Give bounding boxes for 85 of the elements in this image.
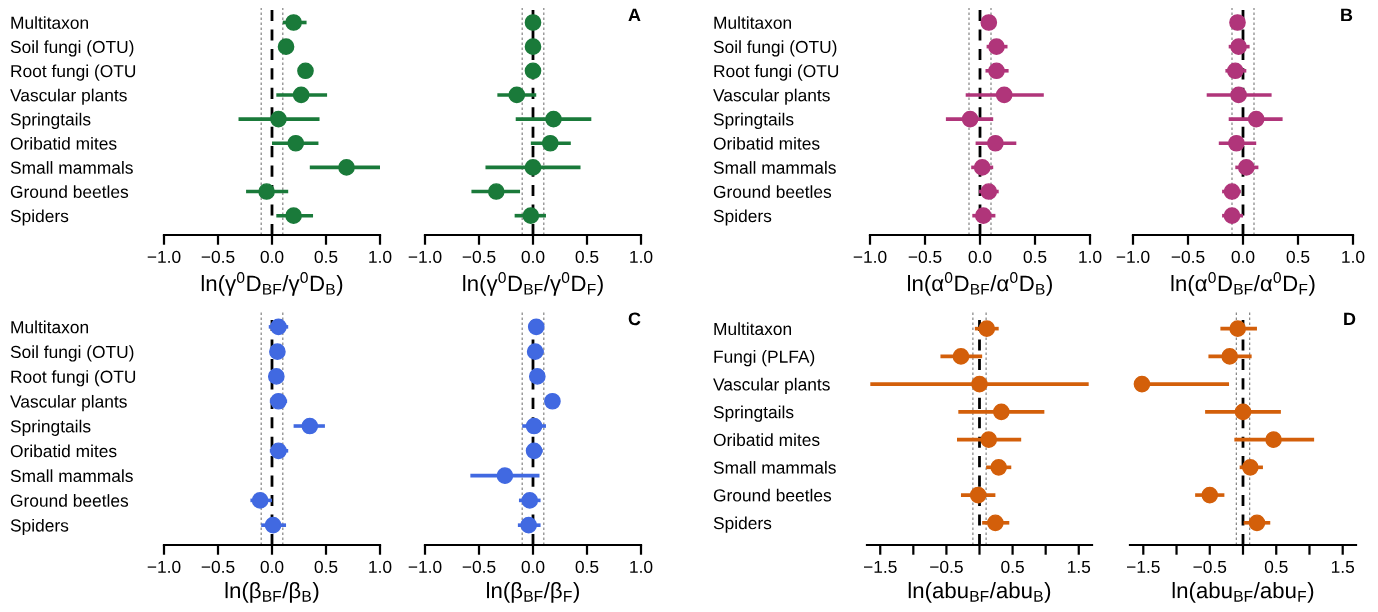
y-tick-label: Springtails — [10, 419, 91, 436]
x-tick-label: −0.5 — [462, 250, 496, 264]
x-tick-label: 0.5 — [1023, 250, 1047, 264]
y-tick-label: Oribatid mites — [713, 136, 820, 150]
y-tick-label: Spiders — [10, 518, 69, 536]
x-tick-label: −0.5 — [201, 250, 235, 264]
x-tick-label: 0.0 — [968, 250, 992, 264]
x-tick-label: −0.5 — [1193, 560, 1227, 574]
x-tick-label: 0.0 — [521, 250, 545, 264]
x-tick-label: 0.5 — [314, 560, 338, 574]
x-tick-label: 1.0 — [1342, 250, 1365, 264]
y-tick-label: Springtails — [10, 112, 91, 129]
y-tick-label: Ground beetles — [10, 185, 129, 198]
text: ln(γ$^{0}$D$_{BF}$/γ$^{0}$D$_{B}$) — [201, 272, 343, 296]
annotation: D — [1344, 312, 1356, 326]
annotation: A — [628, 8, 641, 22]
x-tick-label: −0.5 — [908, 250, 942, 264]
x-tick-label: −1.5 — [863, 560, 897, 574]
x-tick-label: 1.0 — [369, 560, 392, 574]
x-tick-label: 1.5 — [1331, 560, 1355, 574]
x-tick-label: −0.5 — [930, 560, 963, 574]
x-tick-label: 1.0 — [369, 250, 392, 264]
text: ln(γ$^{0}$D$_{BF}$/γ$^{0}$D$_{F}$) — [463, 272, 603, 296]
y-tick-label: Vascular plants — [10, 88, 127, 105]
x-tick-label: −0.5 — [201, 560, 235, 574]
x-tick-label: 0.0 — [260, 560, 284, 574]
y-tick-label: Soil fungi (OTU) — [10, 345, 134, 362]
x-tick-label: −0.5 — [462, 560, 496, 574]
x-tick-label: 0.0 — [1231, 250, 1255, 264]
y-tick-label: Root fungi (OTU — [11, 370, 136, 387]
x-tick-label: 0.5 — [575, 560, 599, 574]
y-tick-label: Springtails — [713, 405, 794, 422]
x-tick-label: 1.0 — [630, 560, 653, 574]
x-tick-label: −1.0 — [147, 250, 181, 264]
y-tick-label: Fungi (PLFA) — [714, 350, 815, 367]
y-tick-label: Multitaxon — [11, 320, 88, 334]
y-tick-label: Multitaxon — [11, 16, 88, 29]
y-tick-label: Soil fungi (OTU) — [10, 40, 134, 57]
x-tick-label: −1.0 — [408, 250, 442, 264]
y-tick-label: Oribatid mites — [10, 444, 117, 458]
x-axis-title: ln(abu$_{BF}$/abu$_{F}$) — [1172, 582, 1314, 603]
x-tick-label: 1.5 — [1068, 560, 1091, 574]
y-tick-label: Ground beetles — [713, 185, 832, 198]
y-tick-label: Root fungi (OTU — [11, 64, 136, 81]
y-tick-label: Ground beetles — [10, 494, 129, 507]
x-tick-label: −1.0 — [408, 560, 442, 574]
y-tick-label: Small mammals — [10, 469, 133, 483]
y-tick-label: Multitaxon — [714, 322, 791, 336]
y-tick-label: Root fungi (OTU — [714, 64, 839, 81]
x-axis-title: ln(β$_{BF}$/β$_{F}$) — [487, 582, 579, 603]
y-tick-label: Spiders — [713, 516, 772, 533]
x-tick-label: 0.5 — [575, 250, 599, 264]
x-tick-label: −1.0 — [1116, 250, 1150, 264]
x-axis-title: ln(β$_{BF}$/β$_{B}$) — [225, 582, 319, 603]
x-tick-label: −0.5 — [1171, 250, 1205, 264]
y-tick-label: Vascular plants — [10, 394, 127, 412]
x-tick-label: −1.5 — [1127, 560, 1160, 574]
annotation: B — [1341, 8, 1353, 22]
text: ln(α$^{0}$D$_{BF}$/α$^{0}$D$_{B}$) — [908, 272, 1052, 296]
annotation: C — [628, 312, 641, 326]
text: ln(α$^{0}$D$_{BF}$/α$^{0}$D$_{F}$) — [1171, 272, 1315, 296]
x-tick-label: 0.5 — [1286, 250, 1310, 264]
x-tick-label: −1.0 — [853, 250, 887, 264]
y-tick-label: Small mammals — [10, 161, 133, 174]
x-tick-label: −1.0 — [147, 560, 181, 574]
x-tick-label: 0.5 — [314, 250, 338, 264]
x-tick-label: 0.5 — [1264, 560, 1288, 574]
y-tick-label: Ground beetles — [713, 488, 832, 502]
y-tick-label: Vascular plants — [713, 88, 830, 105]
y-tick-label: Oribatid mites — [713, 433, 820, 447]
x-tick-label: 0.0 — [260, 250, 284, 264]
y-tick-label: Spiders — [10, 209, 69, 226]
y-tick-label: Small mammals — [713, 461, 836, 474]
y-tick-label: Vascular plants — [713, 377, 830, 395]
y-tick-label: Multitaxon — [714, 16, 791, 29]
x-tick-label: 0.5 — [1001, 560, 1024, 574]
y-tick-label: Soil fungi (OTU) — [713, 40, 837, 57]
x-tick-label: 1.0 — [630, 250, 653, 264]
y-tick-label: Small mammals — [713, 161, 836, 174]
y-tick-label: Spiders — [713, 209, 772, 226]
x-tick-label: 0.0 — [521, 560, 545, 574]
y-tick-label: Springtails — [713, 112, 794, 129]
y-tick-label: Oribatid mites — [10, 136, 117, 150]
x-axis-title: ln(abu$_{BF}$/abu$_{B}$) — [908, 582, 1051, 603]
x-tick-label: 1.0 — [1079, 250, 1102, 264]
